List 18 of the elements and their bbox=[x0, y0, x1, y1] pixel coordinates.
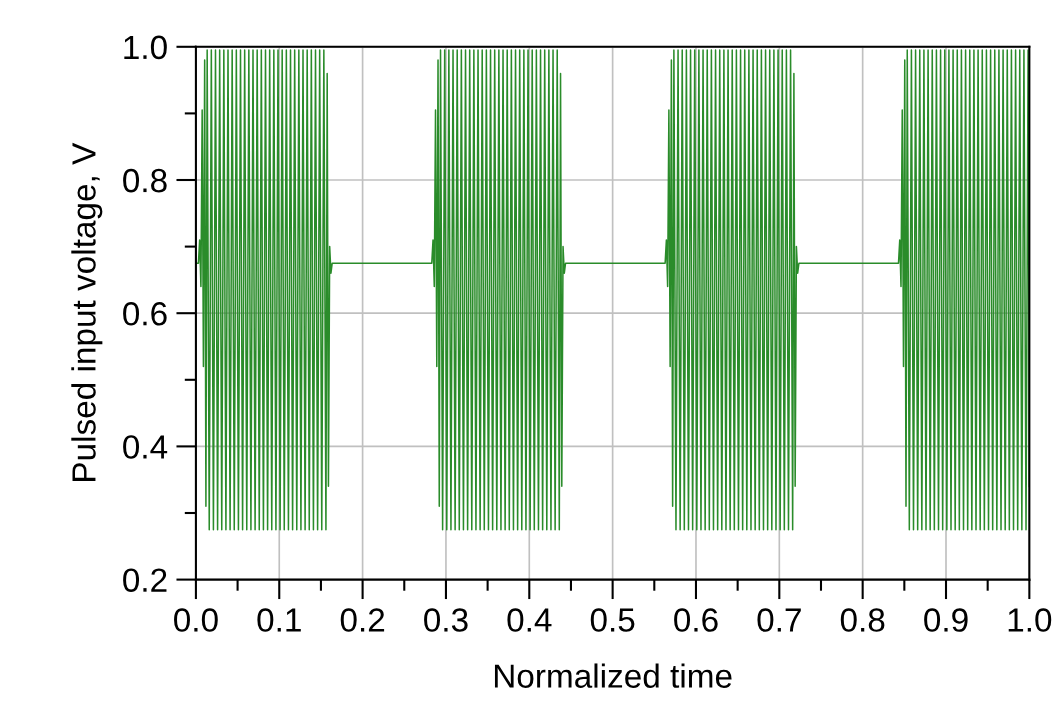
x-tick-label: 0.3 bbox=[424, 608, 468, 632]
x-tick-label: 0.0 bbox=[174, 608, 218, 632]
x-tick-label: 0.2 bbox=[340, 608, 385, 632]
x-tick-label: 0.7 bbox=[757, 608, 801, 632]
x-tick-label: 0.1 bbox=[257, 608, 301, 632]
x-tick-label: 0.5 bbox=[590, 608, 635, 632]
x-tick-label: 0.9 bbox=[924, 608, 968, 632]
x-tick-label: 0.4 bbox=[507, 608, 552, 632]
x-tick-label: 1.0 bbox=[1008, 608, 1052, 632]
x-tick-label: 0.6 bbox=[674, 608, 718, 632]
x-tick-label: 0.8 bbox=[840, 608, 885, 632]
y-axis-title: Pulsed input voltage, V bbox=[71, 142, 103, 481]
y-tick-label: 1.0 bbox=[124, 35, 167, 60]
x-axis-title: Normalized time bbox=[494, 663, 732, 688]
y-tick-label: 0.6 bbox=[123, 302, 167, 326]
y-tick-label: 0.2 bbox=[123, 568, 167, 593]
y-tick-label: 0.8 bbox=[123, 168, 167, 193]
y-tick-label: 0.4 bbox=[123, 435, 168, 459]
